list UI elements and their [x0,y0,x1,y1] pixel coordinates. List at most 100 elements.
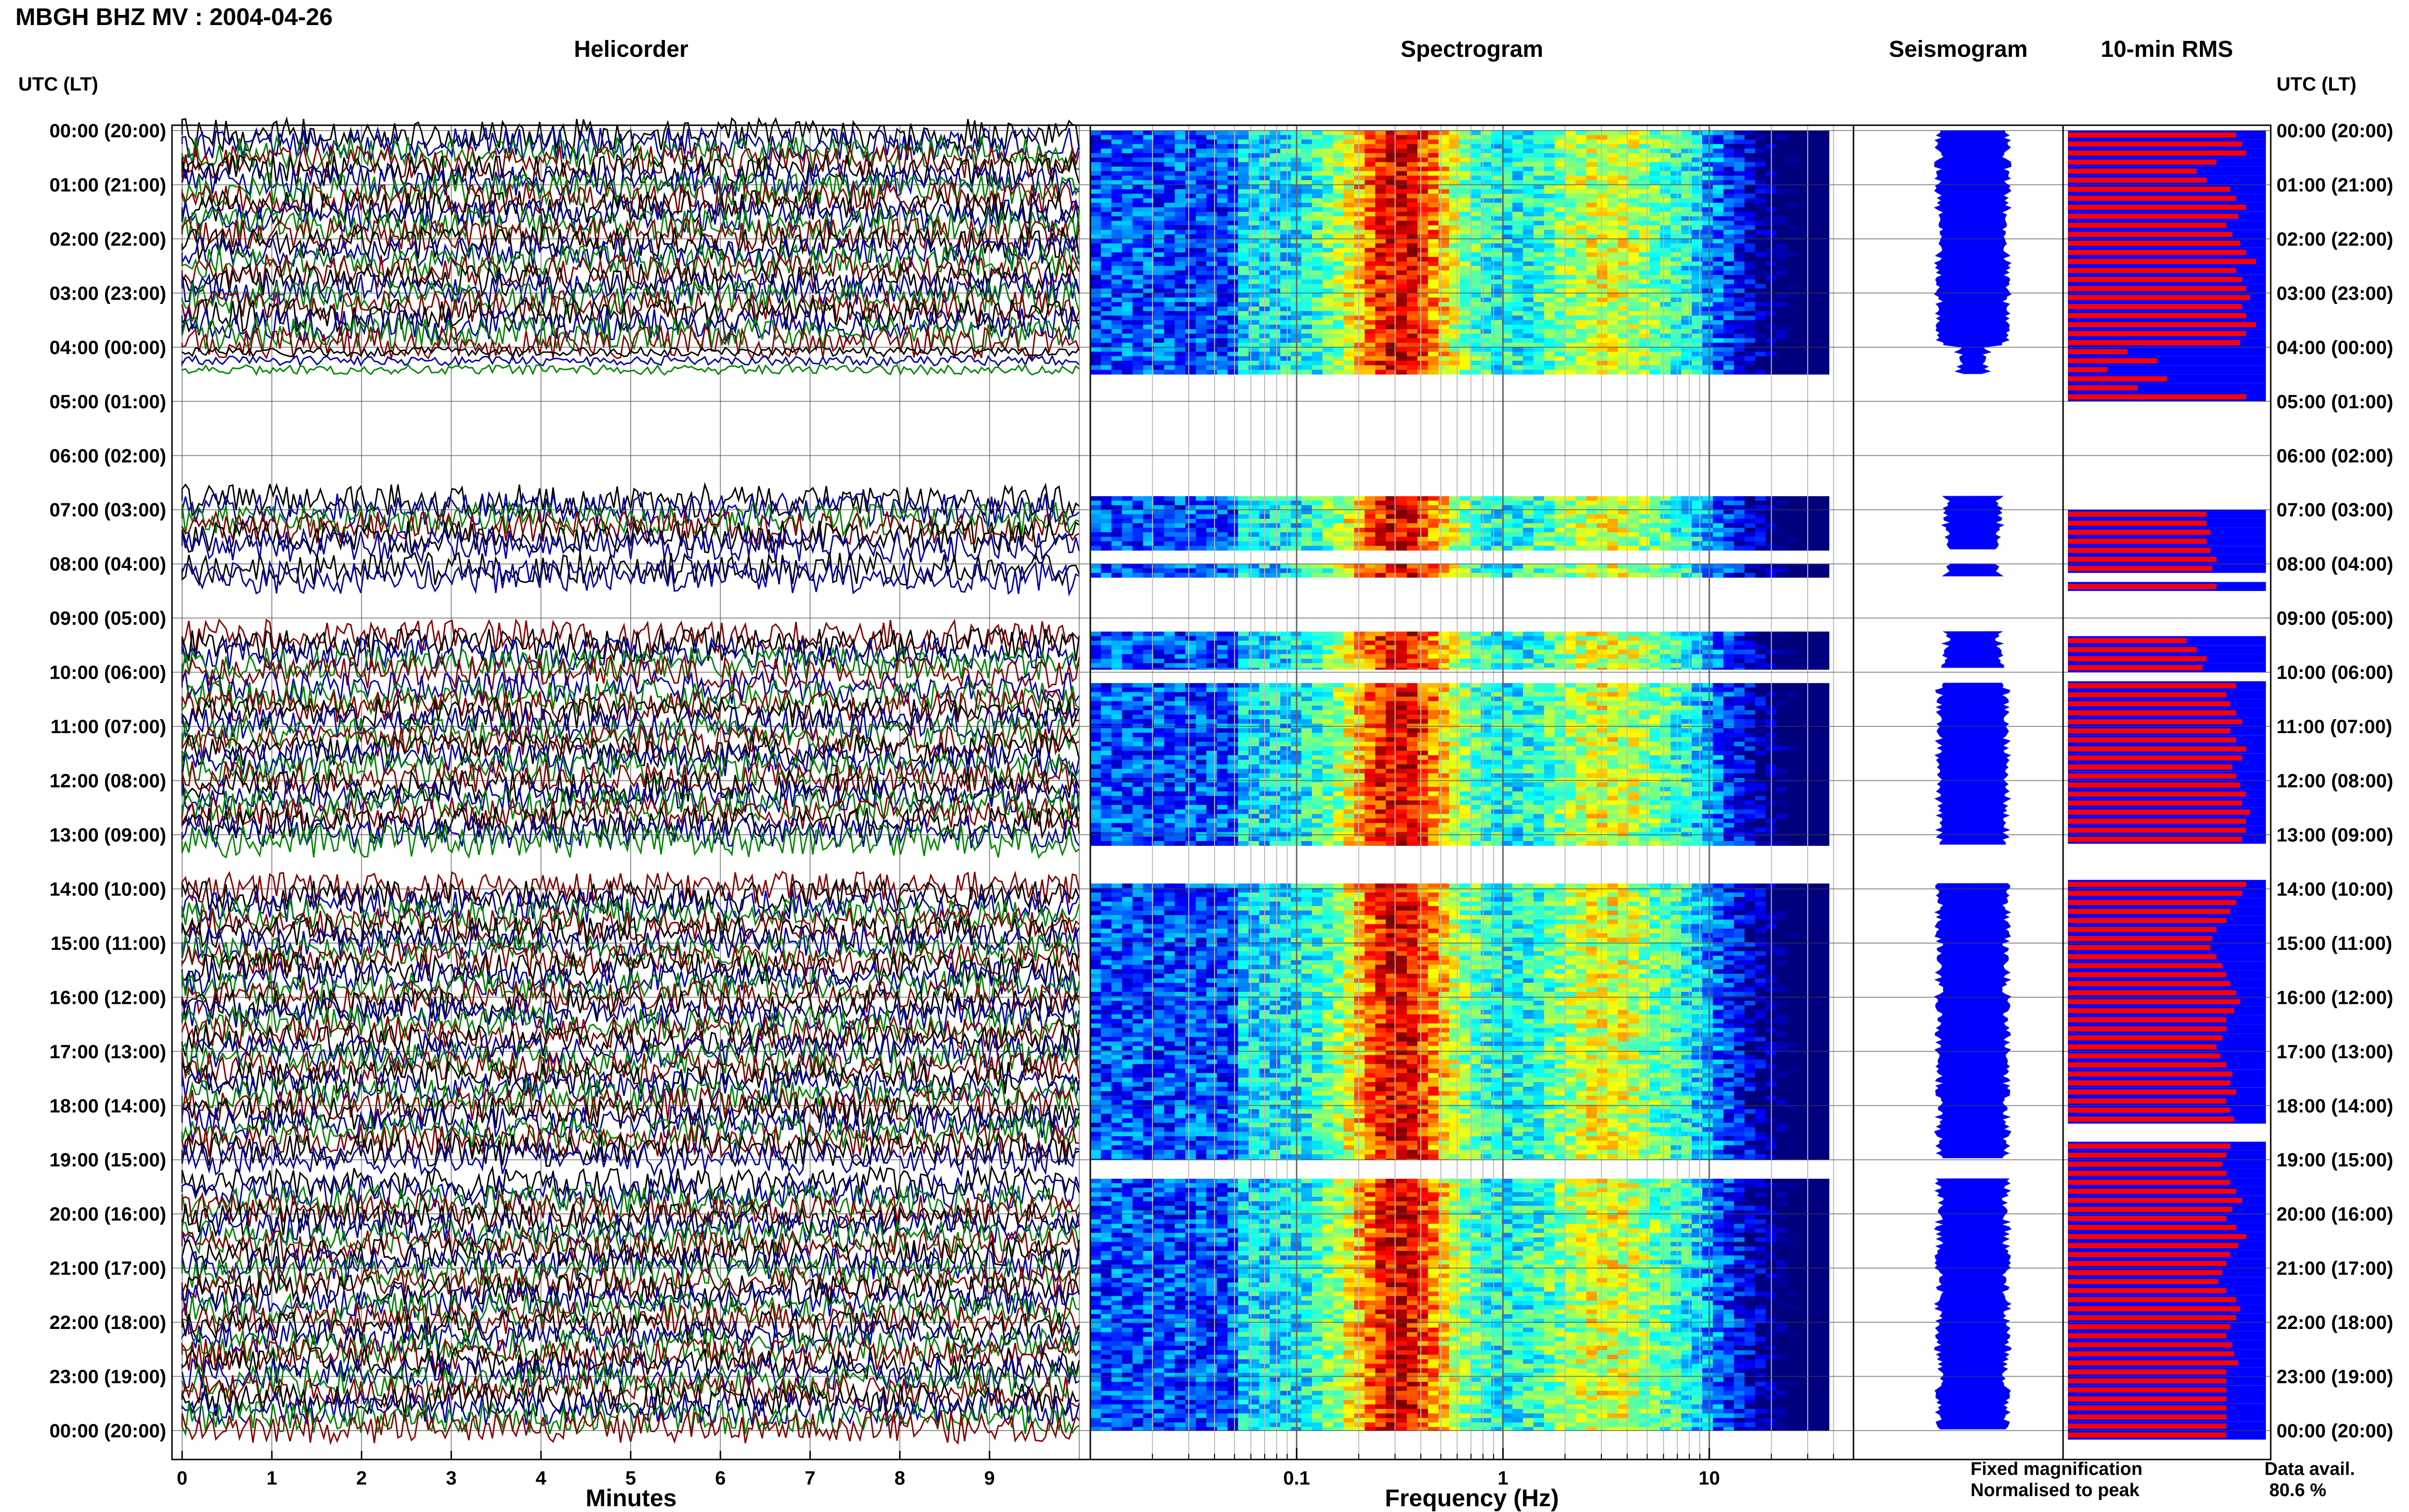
spectrogram-cell [1554,333,1566,339]
spectrogram-cell [1438,365,1450,370]
spectrogram-cell [1575,198,1587,203]
spectrogram-cell [1333,342,1344,348]
spectrogram-cell [1206,144,1218,149]
spectrogram-cell [1776,360,1787,366]
spectrogram-cell [1407,198,1418,203]
spectrogram-cell [1607,131,1618,135]
spectrogram-cell [1164,279,1175,285]
spectrogram-cell [1301,320,1312,325]
spectrogram-cell [1734,279,1745,285]
spectrogram-cell [1196,238,1207,244]
spectrogram-cell [1354,302,1365,307]
spectrogram-cell [1702,532,1713,537]
spectrogram-cell [1301,532,1312,537]
spectrogram-cell [1153,365,1165,370]
spectrogram-cell [1692,257,1703,262]
spectrogram-cell [1744,180,1756,185]
spectrogram-cell [1575,284,1587,289]
spectrogram-cell [1238,302,1249,307]
spectrogram-cell [1153,275,1165,280]
spectrogram-cell [1522,238,1534,244]
spectrogram-cell [1565,284,1576,289]
spectrogram-cell [1702,266,1713,271]
spectrogram-cell [1702,207,1713,212]
spectrogram-cell [1196,216,1207,221]
spectrogram-cell [1744,275,1756,280]
spectrogram-cell [1428,564,1439,569]
spectrogram-cell [1153,573,1165,578]
spectrogram-cell [1554,202,1566,208]
spectrogram-cell [1153,266,1165,271]
spectrogram-cell [1132,289,1144,293]
spectrogram-cell [1407,216,1418,221]
spectrogram-cell [1428,234,1439,239]
spectrogram-cell [1417,189,1429,194]
spectrogram-cell [1459,248,1471,253]
spectrogram-cell [1090,347,1101,352]
spectrogram-cell [1333,316,1344,321]
spectrogram-cell [1734,514,1745,519]
spectrogram-cell [1311,202,1323,208]
spectrogram-cell [1787,257,1798,262]
spectrogram-cell [1143,500,1154,506]
spectrogram-cell [1808,284,1819,289]
spectrogram-cell [1491,248,1502,253]
spectrogram-cell [1649,153,1661,158]
spectrogram-cell [1364,194,1376,199]
helicorder-trace [181,654,1080,691]
spectrogram-cell [1449,342,1460,348]
spectrogram-cell [1734,238,1745,244]
hour-label-left: 21:00 (17:00) [50,1258,166,1279]
spectrogram-cell [1481,320,1492,325]
spectrogram-cell [1164,369,1175,375]
spectrogram-cell [1470,496,1482,501]
spectrogram-cell [1660,270,1671,276]
spectrogram-cell [1776,537,1787,542]
spectrogram-cell [1734,352,1745,357]
spectrogram-cell [1449,171,1460,176]
spectrogram-cell [1396,333,1407,339]
spectrogram-cell [1491,302,1502,307]
spectrogram-cell [1196,356,1207,361]
spectrogram-cell [1238,135,1249,140]
spectrogram-cell [1808,270,1819,276]
spectrogram-cell [1143,211,1154,217]
spectrogram-cell [1818,144,1829,149]
spectrogram-cell [1544,194,1555,199]
spectrogram-cell [1787,342,1798,348]
spectrogram-cell [1175,352,1186,357]
spectrogram-cell [1702,342,1713,348]
spectrogram-cell [1354,352,1365,357]
spectrogram-cell [1164,198,1175,203]
spectrogram-cell [1386,568,1397,573]
spectrogram-cell [1502,329,1513,334]
spectrogram-cell [1280,221,1291,226]
helicorder-trace [181,153,1080,190]
spectrogram-cell [1206,243,1218,249]
spectrogram-cell [1333,564,1344,569]
spectrogram-cell [1417,532,1429,537]
spectrogram-cell [1544,131,1555,135]
spectrogram-cell [1196,316,1207,321]
spectrogram-cell [1481,167,1492,171]
spectrogram-cell [1428,360,1439,366]
spectrogram-cell [1702,162,1713,167]
spectrogram-cell [1100,279,1112,285]
spectrogram-cell [1618,162,1629,167]
spectrogram-cell [1670,293,1682,298]
spectrogram-cell [1311,284,1323,289]
spectrogram-cell [1481,546,1492,551]
spectrogram-cell [1607,306,1618,312]
spectrogram-cell [1301,352,1312,357]
spectrogram-cell [1343,532,1355,537]
spectrogram-cell [1681,302,1693,307]
spectrogram-cell [1755,365,1766,370]
spectrogram-cell [1607,248,1618,253]
spectrogram-cell [1143,221,1154,226]
spectrogram-cell [1660,302,1671,307]
spectrogram-cell [1522,365,1534,370]
spectrogram-cell [1597,194,1608,199]
spectrogram-cell [1522,153,1534,158]
spectrogram-cell [1143,279,1154,285]
spectrogram-cell [1618,148,1629,154]
